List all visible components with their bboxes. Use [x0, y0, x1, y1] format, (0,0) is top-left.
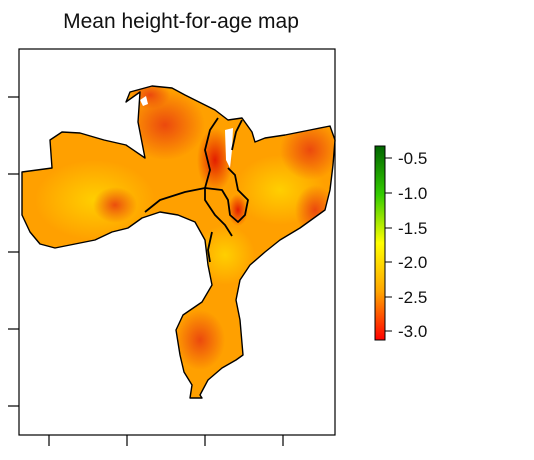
legend-color-bar	[374, 145, 386, 341]
lake-gap	[140, 96, 148, 106]
legend-tick-label: -2.0	[398, 253, 427, 272]
x-axis-ticks	[48, 435, 284, 446]
legend-tick-label: -2.5	[398, 288, 427, 307]
y-axis-ticks	[8, 96, 19, 407]
legend-tick-label: -3.0	[398, 322, 427, 341]
lake-malawi-gap	[225, 128, 233, 168]
legend-tick-label: -1.5	[398, 219, 427, 238]
country-borders	[21, 85, 336, 399]
color-legend: -0.5 -1.0 -1.5 -2.0 -2.5 -3.0	[374, 145, 427, 341]
plot-frame	[18, 48, 336, 436]
map-title: Mean height-for-age map	[63, 10, 299, 33]
map-region	[22, 86, 335, 398]
legend-tick-label: -1.0	[398, 184, 427, 203]
legend-tick-label: -0.5	[398, 149, 427, 168]
